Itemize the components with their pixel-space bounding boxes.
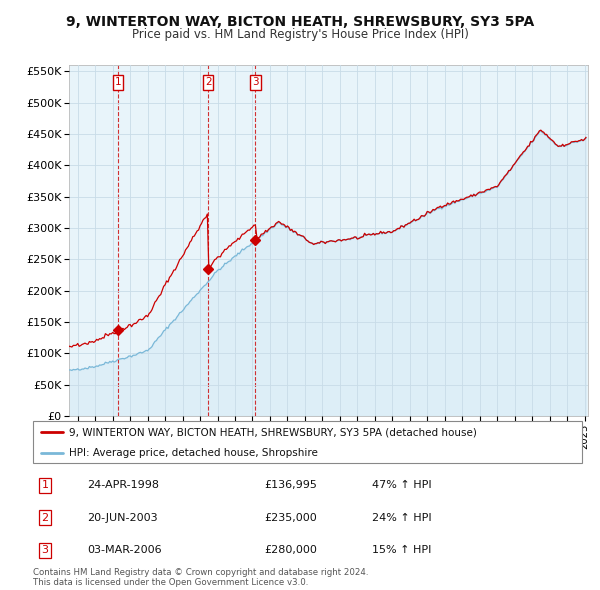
Text: £136,995: £136,995	[264, 480, 317, 490]
Text: 20-JUN-2003: 20-JUN-2003	[87, 513, 158, 523]
Text: 3: 3	[41, 545, 49, 555]
Text: 24% ↑ HPI: 24% ↑ HPI	[372, 513, 431, 523]
Text: HPI: Average price, detached house, Shropshire: HPI: Average price, detached house, Shro…	[68, 448, 317, 457]
Text: £280,000: £280,000	[264, 545, 317, 555]
Text: 9, WINTERTON WAY, BICTON HEATH, SHREWSBURY, SY3 5PA: 9, WINTERTON WAY, BICTON HEATH, SHREWSBU…	[66, 15, 534, 29]
Text: 9, WINTERTON WAY, BICTON HEATH, SHREWSBURY, SY3 5PA (detached house): 9, WINTERTON WAY, BICTON HEATH, SHREWSBU…	[68, 427, 476, 437]
Text: 15% ↑ HPI: 15% ↑ HPI	[372, 545, 431, 555]
Text: £235,000: £235,000	[264, 513, 317, 523]
Text: 3: 3	[252, 77, 259, 87]
Text: 47% ↑ HPI: 47% ↑ HPI	[372, 480, 431, 490]
Text: 2: 2	[41, 513, 49, 523]
Text: 03-MAR-2006: 03-MAR-2006	[87, 545, 161, 555]
Text: 1: 1	[41, 480, 49, 490]
Text: Contains HM Land Registry data © Crown copyright and database right 2024.
This d: Contains HM Land Registry data © Crown c…	[33, 568, 368, 587]
Text: 24-APR-1998: 24-APR-1998	[87, 480, 159, 490]
Text: 1: 1	[115, 77, 121, 87]
Text: Price paid vs. HM Land Registry's House Price Index (HPI): Price paid vs. HM Land Registry's House …	[131, 28, 469, 41]
Text: 2: 2	[205, 77, 211, 87]
